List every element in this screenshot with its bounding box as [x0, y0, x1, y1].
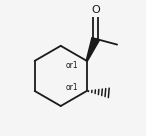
Text: or1: or1 — [65, 61, 78, 70]
Polygon shape — [86, 37, 99, 61]
Text: O: O — [91, 5, 100, 15]
Text: or1: or1 — [65, 83, 78, 92]
